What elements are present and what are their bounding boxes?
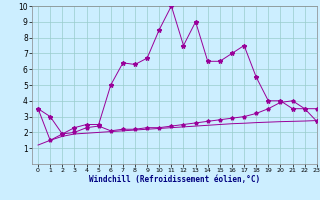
X-axis label: Windchill (Refroidissement éolien,°C): Windchill (Refroidissement éolien,°C) [89,175,260,184]
